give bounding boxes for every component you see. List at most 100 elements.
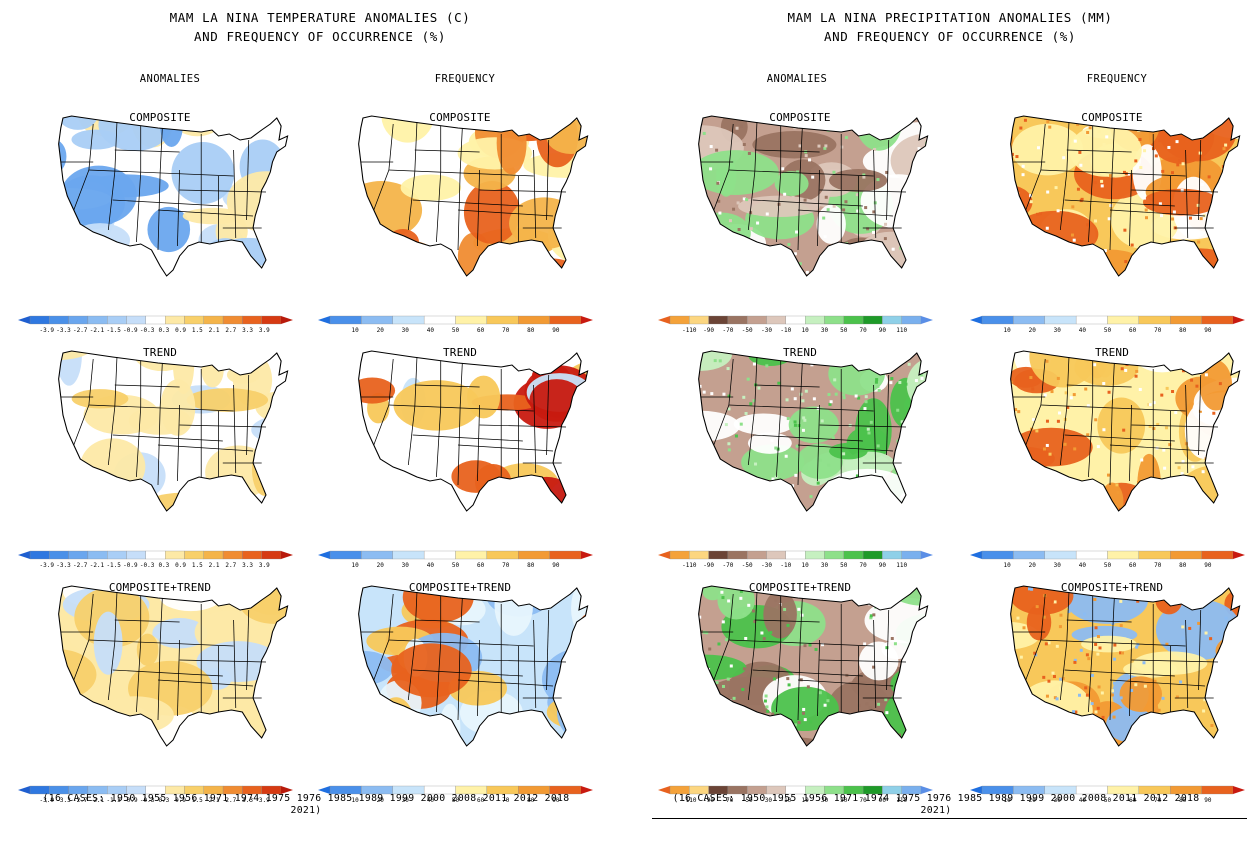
map-speckle [1197, 240, 1201, 244]
state-boundary [1059, 356, 1070, 466]
map-shade-region [1162, 248, 1238, 276]
legend-swatch [165, 315, 185, 325]
map-speckle [935, 420, 938, 423]
map-speckle [1085, 365, 1089, 369]
map-speckle [1035, 605, 1039, 609]
state-boundary [1064, 434, 1175, 442]
legend-swatch [145, 550, 166, 560]
map-speckle [770, 438, 774, 442]
map-label-both: COMPOSITE+TREND [108, 581, 212, 594]
map-shade-region [160, 379, 196, 436]
map-speckle [1233, 410, 1237, 414]
map-speckle [1094, 219, 1098, 223]
state-boundary [88, 639, 234, 647]
state-boundary [1066, 619, 1132, 623]
map-speckle [1140, 719, 1144, 723]
map-speckle [1002, 664, 1005, 667]
map-speckle [834, 499, 838, 503]
map-speckle [886, 116, 890, 119]
map-speckle [749, 402, 753, 406]
map-speckle [721, 684, 725, 688]
map-speckle [1017, 498, 1021, 502]
map-speckle [1021, 164, 1025, 168]
map-shade-region [58, 649, 97, 701]
map-speckle [1191, 465, 1195, 469]
map-speckle [774, 475, 778, 479]
map-speckle [822, 216, 826, 220]
map-shade-region [757, 737, 831, 746]
map-speckle [694, 468, 697, 471]
map-speckle [1225, 701, 1229, 705]
map-speckle [910, 647, 914, 651]
state-boundary [412, 669, 523, 677]
map-speckle [1242, 611, 1245, 614]
map-shade-region [1170, 502, 1216, 511]
legend-swatch [126, 550, 146, 560]
map-shade-region [1142, 188, 1220, 216]
map-speckle [900, 116, 904, 120]
map-speckle [1100, 179, 1104, 183]
state-boundary [817, 404, 820, 482]
map-speckle [869, 616, 873, 620]
col-head-precip-anomalies: ANOMALIES [766, 73, 828, 85]
legend-swatch [203, 315, 224, 325]
map-shade-region [439, 703, 461, 746]
map-p-freq-composite [1010, 115, 1241, 284]
map-speckle [936, 263, 939, 266]
map-speckle [883, 460, 887, 464]
map-speckle [1061, 677, 1065, 681]
map-speckle [761, 752, 764, 755]
legend-tick-label: 90 [552, 327, 560, 334]
legend-swatch [1201, 315, 1234, 325]
map-t-freq-trend [358, 350, 589, 512]
state-boundary [797, 127, 803, 251]
map-shade-region [529, 379, 584, 422]
map-speckle [784, 454, 788, 458]
map-speckle [747, 603, 751, 607]
map-speckle [1059, 677, 1063, 681]
map-speckle [1064, 478, 1068, 482]
conus-outline [58, 115, 289, 277]
map-shade-region [388, 249, 448, 276]
legend-temp_anom-both: -3.9 -3.3 -2.7 -2.1 -1.5 -0.9 -0.3 0.3 0.9 1.5 2.1… [18, 785, 293, 804]
map-shade-region [1097, 397, 1146, 454]
legend-swatch [361, 550, 393, 560]
legend-tick-label: 80 [1179, 797, 1187, 804]
map-speckle [1090, 719, 1094, 723]
map-speckle [787, 243, 791, 247]
map-speckle [1094, 710, 1098, 714]
map-speckle [1141, 261, 1145, 265]
map-speckle [735, 126, 739, 130]
map-p-anom-trend [694, 350, 938, 519]
legend-swatch [184, 315, 204, 325]
map-speckle [1208, 281, 1211, 284]
map-speckle [727, 407, 731, 411]
legend-tick-label: 0.3 [158, 797, 169, 804]
map-speckle [832, 204, 836, 208]
map-speckle [1184, 139, 1188, 143]
map-shade-region [741, 444, 805, 481]
map-speckle [1034, 653, 1038, 657]
state-boundary [477, 404, 480, 482]
map-speckle [785, 283, 788, 286]
legend-tick-label: 30 [821, 562, 829, 569]
map-speckle [1105, 135, 1109, 139]
map-speckle [1108, 174, 1112, 178]
legend-tick-label: -10 [780, 327, 791, 334]
map-speckle [1093, 363, 1097, 367]
map-speckle [795, 230, 799, 234]
map-speckle [1204, 265, 1208, 269]
map-speckle [797, 607, 801, 611]
map-speckle [803, 718, 807, 722]
legend-swatch [1138, 550, 1171, 560]
map-speckle [1053, 696, 1057, 700]
map-speckle [703, 516, 706, 519]
legend-tick-label: 80 [527, 562, 535, 569]
map-speckle [715, 681, 719, 685]
state-boundary [477, 169, 480, 247]
map-shade-region [358, 254, 378, 276]
legend-swatch [901, 550, 922, 560]
map-speckle [848, 267, 852, 271]
map-speckle [842, 396, 846, 400]
map-speckle [1178, 159, 1182, 163]
